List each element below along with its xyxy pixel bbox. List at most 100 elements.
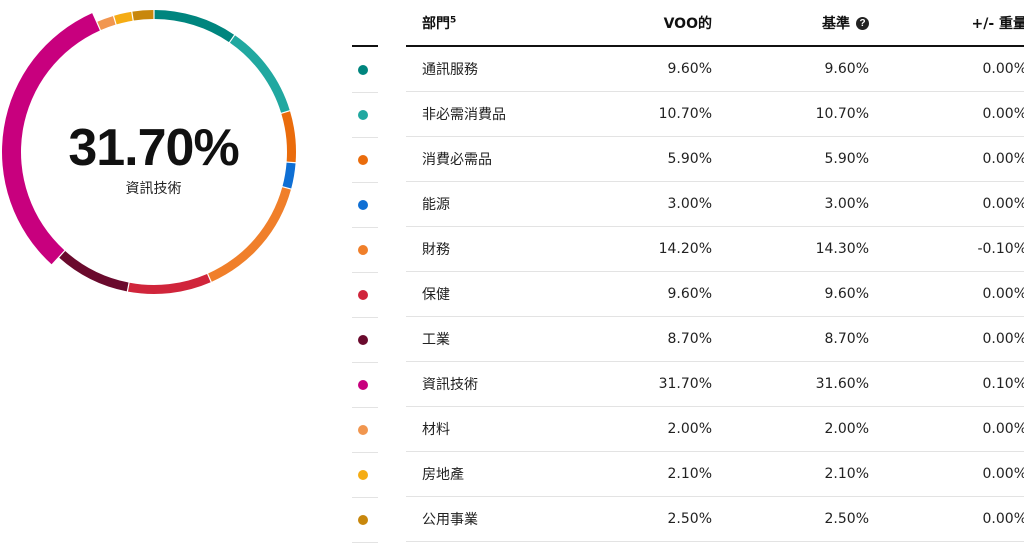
legend-dot: [358, 290, 368, 300]
donut-slice[interactable]: [128, 273, 211, 294]
cell-fund-weight: 2.00%: [572, 406, 712, 452]
legend-dot: [358, 515, 368, 525]
legend-dot-row: [352, 317, 378, 363]
legend-dot: [358, 65, 368, 75]
header-sector: 部門5: [406, 0, 572, 47]
cell-weight-diff: 0.00%: [869, 406, 1024, 452]
donut-slice[interactable]: [154, 10, 235, 43]
legend-dot: [358, 380, 368, 390]
donut-center-value: 31.70%: [68, 119, 239, 177]
header-diff: +/- 重量: [869, 0, 1024, 47]
cell-benchmark-weight: 9.60%: [712, 271, 869, 317]
cell-benchmark-weight: 2.50%: [712, 496, 869, 542]
legend-dot-row: [352, 497, 378, 543]
table-row: 資訊技術 31.70% 31.60% 0.10%: [406, 361, 1024, 407]
table-row: 公用事業 2.50% 2.50% 0.00%: [406, 496, 1024, 542]
table-row: 通訊服務 9.60% 9.60% 0.00%: [406, 46, 1024, 92]
donut-slice[interactable]: [229, 35, 290, 113]
cell-sector-name: 通訊服務: [406, 46, 572, 92]
cell-fund-weight: 5.90%: [572, 136, 712, 182]
table-row: 保健 9.60% 9.60% 0.00%: [406, 271, 1024, 317]
cell-fund-weight: 9.60%: [572, 271, 712, 317]
cell-sector-name: 非必需消費品: [406, 91, 572, 137]
cell-weight-diff: 0.00%: [869, 46, 1024, 92]
cell-fund-weight: 31.70%: [572, 361, 712, 407]
cell-benchmark-weight: 3.00%: [712, 181, 869, 227]
cell-fund-weight: 3.00%: [572, 181, 712, 227]
cell-benchmark-weight: 5.90%: [712, 136, 869, 182]
legend-dot: [358, 425, 368, 435]
legend-dot: [358, 470, 368, 480]
donut-slice[interactable]: [1, 13, 100, 265]
cell-benchmark-weight: 14.30%: [712, 226, 869, 272]
legend-dot-row: [352, 47, 378, 93]
table-row: 財務 14.20% 14.30% -0.10%: [406, 226, 1024, 272]
legend-dot: [358, 110, 368, 120]
cell-weight-diff: 0.00%: [869, 451, 1024, 497]
donut-slice[interactable]: [132, 10, 154, 21]
table-row: 工業 8.70% 8.70% 0.00%: [406, 316, 1024, 362]
cell-sector-name: 能源: [406, 181, 572, 227]
legend-dot-row: [352, 182, 378, 228]
legend-dot: [358, 335, 368, 345]
sector-weights-table: 部門5 VOO的 基準? +/- 重量 通訊服務 9.60% 9.60% 0.00% 非…: [406, 0, 1024, 542]
cell-weight-diff: 0.00%: [869, 316, 1024, 362]
help-icon[interactable]: ?: [856, 17, 869, 30]
cell-sector-name: 房地產: [406, 451, 572, 497]
cell-sector-name: 公用事業: [406, 496, 572, 542]
footnote-marker[interactable]: 5: [450, 14, 457, 25]
cell-sector-name: 資訊技術: [406, 361, 572, 407]
donut-center-label: 資訊技術: [125, 181, 182, 197]
legend-dot-row: [352, 137, 378, 183]
donut-slice[interactable]: [208, 187, 291, 282]
cell-fund-weight: 10.70%: [572, 91, 712, 137]
donut-slice[interactable]: [281, 111, 296, 163]
cell-weight-diff: 0.00%: [869, 496, 1024, 542]
legend-dot: [358, 245, 368, 255]
cell-weight-diff: -0.10%: [869, 226, 1024, 272]
cell-fund-weight: 8.70%: [572, 316, 712, 362]
cell-benchmark-weight: 2.00%: [712, 406, 869, 452]
legend-dot-row: [352, 272, 378, 318]
table-row: 材料 2.00% 2.00% 0.00%: [406, 406, 1024, 452]
cell-benchmark-weight: 8.70%: [712, 316, 869, 362]
cell-sector-name: 工業: [406, 316, 572, 362]
cell-sector-name: 消費必需品: [406, 136, 572, 182]
cell-fund-weight: 14.20%: [572, 226, 712, 272]
table-row: 非必需消費品 10.70% 10.70% 0.00%: [406, 91, 1024, 137]
header-fund: VOO的: [572, 0, 712, 47]
table-row: 能源 3.00% 3.00% 0.00%: [406, 181, 1024, 227]
cell-benchmark-weight: 31.60%: [712, 361, 869, 407]
legend-header-rule: [352, 45, 378, 47]
donut-slice[interactable]: [59, 251, 129, 292]
cell-weight-diff: 0.00%: [869, 271, 1024, 317]
sector-donut-chart: [1, 10, 296, 294]
cell-weight-diff: 0.00%: [869, 181, 1024, 227]
cell-sector-name: 保健: [406, 271, 572, 317]
table-row: 消費必需品 5.90% 5.90% 0.00%: [406, 136, 1024, 182]
cell-benchmark-weight: 2.10%: [712, 451, 869, 497]
cell-fund-weight: 2.10%: [572, 451, 712, 497]
legend-dot-row: [352, 362, 378, 408]
legend-dot-row: [352, 452, 378, 498]
table-row: 房地產 2.10% 2.10% 0.00%: [406, 451, 1024, 497]
cell-sector-name: 材料: [406, 406, 572, 452]
cell-fund-weight: 9.60%: [572, 46, 712, 92]
cell-benchmark-weight: 10.70%: [712, 91, 869, 137]
legend-dot: [358, 200, 368, 210]
cell-weight-diff: 0.00%: [869, 136, 1024, 182]
donut-slice[interactable]: [282, 162, 296, 189]
cell-weight-diff: 0.10%: [869, 361, 1024, 407]
legend-dot-row: [352, 407, 378, 453]
cell-benchmark-weight: 9.60%: [712, 46, 869, 92]
header-benchmark: 基準?: [712, 0, 869, 47]
cell-weight-diff: 0.00%: [869, 91, 1024, 137]
legend-dot-row: [352, 227, 378, 273]
legend-dot-row: [352, 92, 378, 138]
cell-sector-name: 財務: [406, 226, 572, 272]
donut-slice[interactable]: [114, 11, 133, 25]
cell-fund-weight: 2.50%: [572, 496, 712, 542]
table-header-row: 部門5 VOO的 基準? +/- 重量: [406, 0, 1024, 47]
legend-dot: [358, 155, 368, 165]
donut-slice[interactable]: [97, 16, 116, 31]
